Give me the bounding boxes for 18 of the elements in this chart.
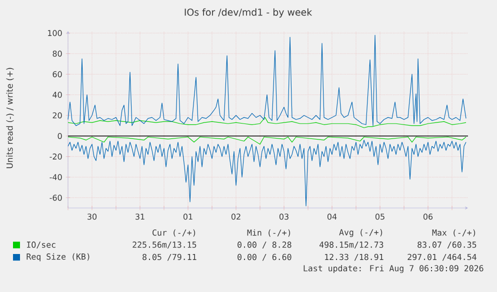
text: 83.07 /60.35 <box>418 242 476 248</box>
chart-title: IOs for /dev/md1 - by week <box>184 8 312 18</box>
text: 8.05 /79.11 <box>142 254 196 261</box>
legend-label: Req Size (KB) <box>26 253 90 262</box>
legend-label: IO/sec <box>27 242 56 248</box>
text: 0.00 / 6.60 <box>238 254 292 261</box>
text: Cur (-/+) <box>152 229 196 237</box>
text: 225.56m/13.15 <box>132 242 196 248</box>
text: Min (-/+) <box>247 229 290 237</box>
text: 297.01 /464.54 <box>408 254 476 261</box>
text: 12.33 /18.91 <box>325 254 384 261</box>
text: 0.00 / 8.28 <box>238 242 292 248</box>
text: Avg (-/+) <box>339 228 382 238</box>
text: 498.15m/12.73 <box>319 242 384 248</box>
line-series <box>68 136 466 144</box>
y-axis-title: Units read (-) / write (+) <box>6 68 14 168</box>
text: Max (-/+) <box>432 229 476 237</box>
text: Last update: Fri Aug 7 06:30:09 2026 <box>304 264 484 274</box>
